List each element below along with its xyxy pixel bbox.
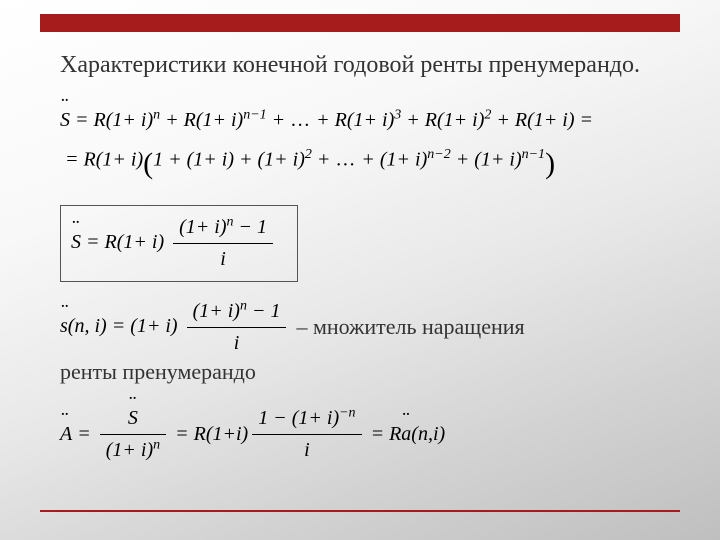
multiplier-label-1: – множитель наращения: [296, 314, 524, 340]
formula-expansion-line-1: S = R(1+ i)n + R(1+ i)n−1 + … + R(1+ i)3…: [60, 107, 670, 134]
formula-expansion-line-2: = R(1+ i)(1 + (1+ i) + (1+ i)2 + … + (1+…: [60, 144, 670, 185]
formula-boxed: S = R(1+ i) (1+ i)n − 1 i: [60, 205, 298, 282]
multiplier-row: s(n, i) = (1+ i) (1+ i)n − 1 i – множите…: [60, 298, 670, 357]
top-accent-bar: [40, 14, 680, 32]
multiplier-label-2: ренты пренумерандо: [60, 359, 670, 385]
formula-present-value: A = S (1+ i)n = R(1+ i) 1 − (1+ i)−n i =…: [60, 405, 670, 464]
bottom-accent-bar: [40, 510, 680, 512]
slide-title: Характеристики конечной годовой ренты пр…: [60, 50, 670, 81]
slide: Характеристики конечной годовой ренты пр…: [0, 0, 720, 540]
content-area: Характеристики конечной годовой ренты пр…: [60, 50, 670, 464]
